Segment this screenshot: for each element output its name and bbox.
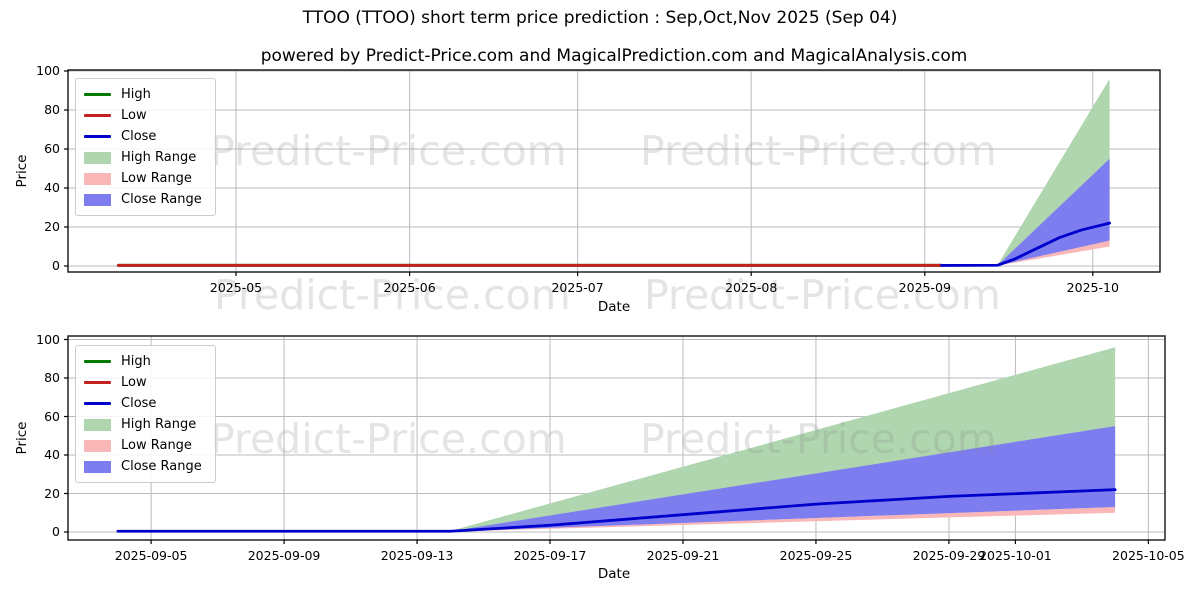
x-tick-label: 2025-10-05 [1112,548,1185,563]
x-tick-label: 2025-09 [898,280,951,295]
x-tick-label: 2025-09-21 [646,548,720,563]
legend-item-close-range: Close Range [84,456,207,477]
x-tick-label: 2025-07 [551,280,604,295]
low-range-band [997,240,1110,266]
y-tick-label: 100 [36,63,60,78]
legend-item-close-range: Close Range [84,189,207,210]
legend-item-close: Close [84,393,207,414]
x-tick-label: 2025-06 [383,280,436,295]
legend-label: Close Range [121,192,202,207]
prediction-bands [997,78,1110,266]
x-tick-label: 2025-09-05 [114,548,188,563]
legend-label: Low Range [121,438,192,453]
top-chart [64,69,1161,276]
legend-item-low: Low [84,372,207,393]
legend-swatch [84,172,111,185]
prediction-bands [450,347,1116,532]
close-range-band [997,158,1110,266]
legend-item-close: Close [84,126,207,147]
x-tick-label: 2025-09-29 [912,548,986,563]
figure-subtitle: powered by Predict-Price.com and Magical… [260,46,968,66]
bottom-chart-xlabel: Date [597,566,631,582]
legend-label: Low [121,375,147,390]
y-tick-label: 20 [44,219,60,234]
legend-swatch [84,193,111,206]
legend-item-high-range: High Range [84,147,207,168]
tick-marks [64,338,1149,544]
legend-swatch [84,360,111,363]
top-chart-legend: High Low Close High Range Low Range Close Ran… [75,78,216,216]
legend-item-low: Low [84,105,207,126]
legend-label: High Range [121,417,197,432]
legend-swatch [84,381,111,384]
legend-item-high: High [84,84,207,105]
bottom-chart-legend: High Low Close High Range Low Range Close Ran… [75,345,216,483]
legend-label: High Range [121,150,197,165]
x-tick-label: 2025-05 [209,280,263,295]
y-tick-label: 20 [44,485,60,501]
legend-item-high: High [84,351,207,372]
legend-label: Close [121,129,157,144]
close-line [116,488,1117,533]
legend-swatch [84,114,111,117]
legend-swatch [84,93,111,96]
legend-label: High [121,354,151,369]
plot-border [67,335,1166,541]
y-tick-label: 80 [44,370,60,385]
legend-swatch [84,402,111,405]
x-tick-label: 2025-08 [725,280,778,295]
y-tick-label: 40 [44,447,60,462]
y-tick-label: 0 [52,258,60,273]
figure-title: TTOO (TTOO) short term price prediction … [302,8,898,28]
legend-item-low-range: Low Range [84,435,207,456]
x-tick-label: 2025-09-13 [380,548,454,563]
close-line [940,221,1111,267]
legend-item-low-range: Low Range [84,168,207,189]
x-tick-label: 2025-10-01 [979,548,1052,563]
y-tick-label: 60 [44,141,60,156]
legend-label: Low Range [121,171,192,186]
legend-swatch [84,135,111,138]
bottom-chart [64,335,1166,544]
close-range-band [450,426,1116,532]
legend-label: Close Range [121,459,202,474]
legend-swatch [84,418,111,431]
legend-label: Low [121,108,147,123]
tick-marks [64,70,1094,276]
y-tick-label: 80 [44,102,60,117]
x-tick-label: 2025-10 [1066,280,1119,295]
plot-border [67,69,1161,273]
y-tick-label: 100 [36,331,60,347]
legend-label: High [121,87,151,102]
legend-swatch [84,439,111,452]
legend-swatch [84,460,111,473]
y-tick-label: 60 [44,408,60,424]
gridlines [68,70,1160,272]
legend-label: Close [121,396,157,411]
x-tick-label: 2025-09-17 [513,548,587,563]
y-tick-label: 0 [52,524,60,539]
price-lines [116,488,1117,533]
x-tick-label: 2025-09-09 [247,548,321,563]
legend-swatch [84,151,111,164]
legend-item-high-range: High Range [84,414,207,435]
y-tick-label: 40 [44,180,60,195]
top-chart-xlabel: Date [597,299,631,315]
price-lines [116,221,1111,267]
x-tick-label: 2025-09-25 [779,548,853,563]
low-range-band [450,506,1116,532]
